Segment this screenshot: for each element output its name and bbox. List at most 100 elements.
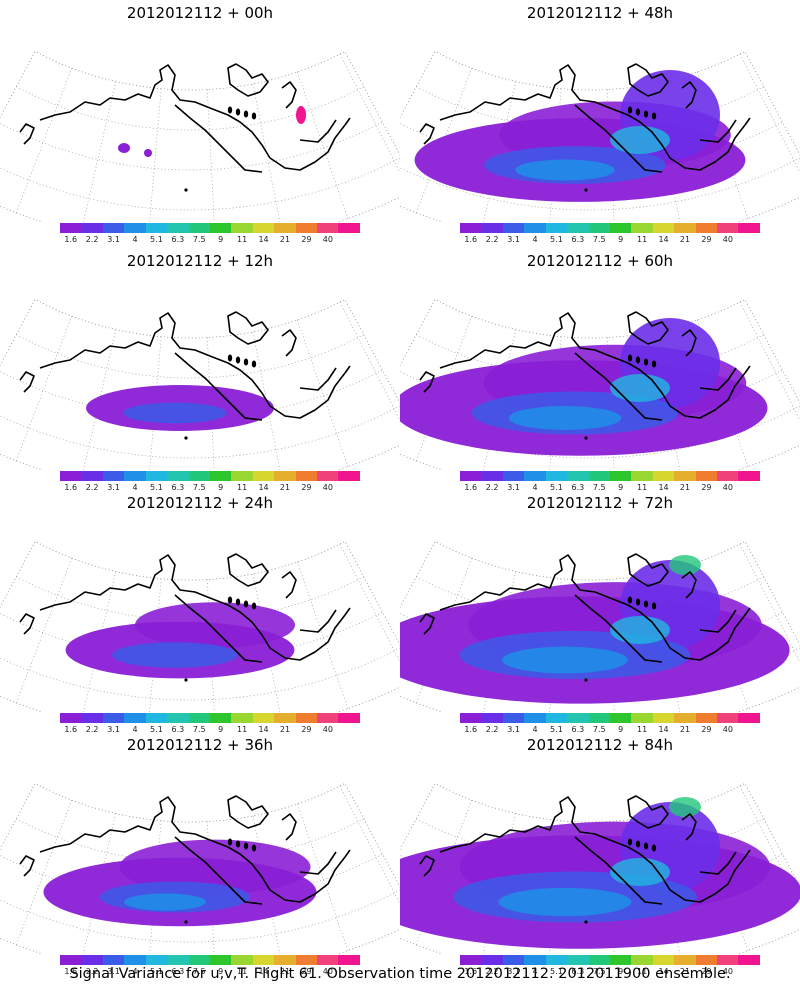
colorbar-ticks: 1.6 2.2 3.1 4 5.1 6.3 7.5 9 11 14 21 29 40 [460,483,760,495]
colorbar-tick-label: 9 [218,235,224,244]
colorbar-swatch [738,471,760,481]
colorbar-tick-label: 29 [701,483,712,492]
colorbar-tick-label: 6.3 [571,235,585,244]
colorbar-swatch [481,955,503,965]
colorbar-tick-label: 21 [679,483,691,492]
colorbar-tick-label: 7.5 [192,725,206,734]
map-panel: 2012012112 + 84h 1.6 2.2 3.1 4 5.1 6.3 7.5 9 11 14… [400,732,800,980]
colorbar-tick-label: 9 [618,967,624,976]
map-panel: 2012012112 + 00h 1.6 2.2 3.1 4 5.1 6.3 7.5 9 11 14… [0,0,400,248]
colorbar [60,223,360,233]
colorbar-swatch [274,713,296,723]
colorbar-swatch [274,471,296,481]
colorbar-tick-label: 3.1 [107,483,120,492]
colorbar-swatch [545,471,568,481]
colorbar-tick-label: 2.2 [85,967,99,976]
colorbar-swatch [81,223,103,233]
colorbar-swatch [567,471,589,481]
colorbar-swatch [567,713,589,723]
colorbar-swatch [695,713,718,723]
colorbar-swatch [231,223,253,233]
colorbar-swatch [588,713,610,723]
colorbar-swatch [209,223,232,233]
colorbar-tick-label: 7.5 [592,967,606,976]
colorbar-swatch [295,471,318,481]
colorbar-tick-label: 40 [722,235,733,244]
colorbar [460,223,760,233]
colorbar-tick-label: 21 [279,235,291,244]
colorbar-swatch [124,955,146,965]
colorbar-swatch [295,713,318,723]
colorbar-tick-label: 40 [722,483,733,492]
colorbar-swatch [188,471,210,481]
colorbar-tick-label: 4 [532,725,538,734]
colorbar-tick-label: 7.5 [592,235,606,244]
colorbar-tick-label: 6.3 [171,725,185,734]
colorbar [60,955,360,965]
colorbar-tick-label: 14 [658,483,669,492]
map-panel: 2012012112 + 36h 1.6 2.2 3.1 4 5.1 6.3 7.5 9 11 14… [0,732,400,980]
colorbar-swatch [695,955,718,965]
colorbar-tick-label: 7.5 [192,967,206,976]
colorbar-tick-label: 9 [618,483,624,492]
colorbar-ticks: 1.6 2.2 3.1 4 5.1 6.3 7.5 9 11 14 21 29 40 [60,725,360,737]
colorbar-swatch [717,471,739,481]
colorbar-swatch [609,713,632,723]
colorbar-swatch [252,955,275,965]
colorbar-swatch [145,955,168,965]
colorbar-swatch [674,955,696,965]
colorbar-tick-label: 6.3 [571,725,585,734]
colorbar-swatch [652,955,675,965]
colorbar-swatch [188,223,210,233]
colorbar-swatch [717,713,739,723]
colorbar-swatch [524,471,546,481]
colorbar-swatch [631,223,653,233]
panel-title: 2012012112 + 72h [526,494,674,512]
colorbar-swatch [738,223,760,233]
colorbar-tick-label: 11 [637,725,648,734]
colorbar-tick-label: 14 [258,725,269,734]
colorbar-swatch [317,471,339,481]
colorbar-swatch [60,713,82,723]
colorbar-swatch [295,223,318,233]
colorbar-tick-label: 4 [532,967,538,976]
colorbar-swatch [567,223,589,233]
colorbar-tick-label: 6.3 [171,483,185,492]
colorbar-swatch [460,955,482,965]
colorbar-tick-label: 29 [301,967,312,976]
colorbar-swatch [567,955,589,965]
colorbar-swatch [502,955,525,965]
colorbar [60,471,360,481]
colorbar-swatch [674,713,696,723]
colorbar-swatch [588,223,610,233]
colorbar-ticks: 1.6 2.2 3.1 4 5.1 6.3 7.5 9 11 14 21 29 40 [60,483,360,495]
colorbar-swatch [60,471,82,481]
colorbar-swatch [738,955,760,965]
panel-title: 2012012112 + 00h [126,4,274,22]
colorbar-swatch [609,955,632,965]
colorbar-swatch [209,955,232,965]
colorbar-swatch [652,471,675,481]
colorbar-tick-label: 3.1 [107,967,120,976]
panel-title: 2012012112 + 36h [126,736,274,754]
colorbar-tick-label: 1.6 [464,967,478,976]
colorbar-swatch [524,223,546,233]
colorbar-swatch [317,955,339,965]
colorbar-tick-label: 14 [258,483,269,492]
colorbar-swatch [695,223,718,233]
colorbar [460,471,760,481]
colorbar-swatch [460,223,482,233]
colorbar-swatch [167,713,189,723]
colorbar-tick-label: 2.2 [85,725,99,734]
colorbar-swatch [231,955,253,965]
colorbar-tick-label: 5.1 [150,725,163,734]
colorbar-tick-label: 11 [237,725,248,734]
colorbar-tick-label: 4 [132,235,138,244]
colorbar-swatch [167,471,189,481]
colorbar-swatch [545,713,568,723]
colorbar-swatch [145,471,168,481]
colorbar-swatch [631,471,653,481]
colorbar-swatch [231,471,253,481]
colorbar-swatch [631,955,653,965]
panel-title: 2012012112 + 12h [126,252,274,270]
